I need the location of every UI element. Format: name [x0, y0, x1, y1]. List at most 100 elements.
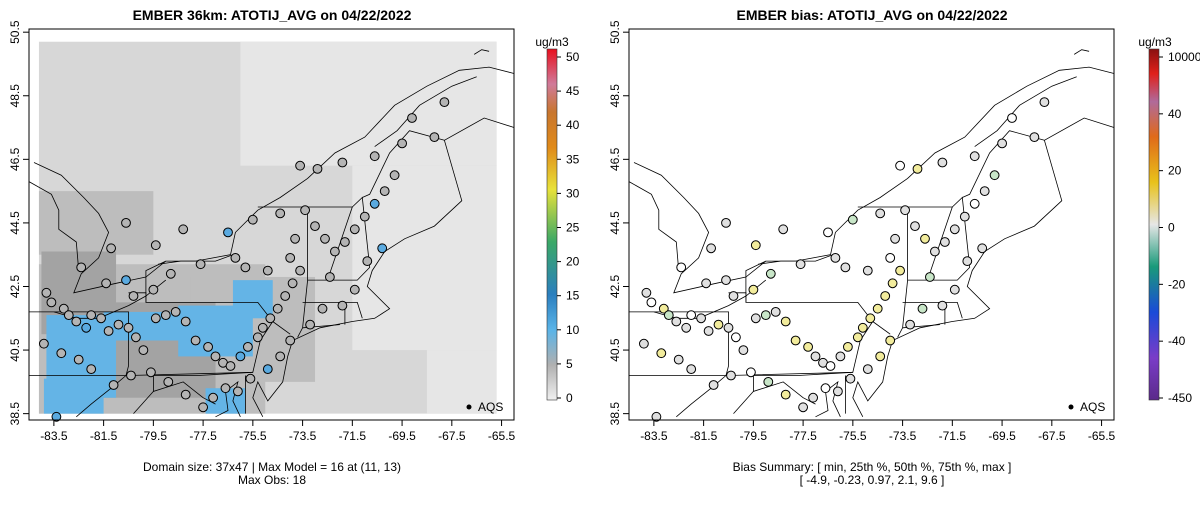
x-tick-label: -79.5	[740, 429, 768, 443]
aqs-observation-point	[150, 240, 161, 251]
x-tick-label: -65.5	[488, 429, 516, 443]
coastline	[374, 76, 477, 147]
left-map	[28, 41, 515, 422]
right-colorbar-unit: ug/m3	[1138, 35, 1172, 49]
aqs-bias-point	[885, 253, 896, 263]
aqs-bias-point	[920, 233, 930, 244]
aqs-observation-point	[389, 170, 400, 181]
aqs-bias-point	[708, 380, 719, 390]
colorbar-tick-label: 40	[566, 118, 580, 132]
aqs-observation-point	[180, 316, 191, 327]
aqs-observation-point	[138, 345, 149, 356]
right-map	[628, 49, 1115, 422]
aqs-bias-point	[857, 322, 868, 333]
aqs-observation-point	[337, 300, 348, 311]
x-tick-label: -81.5	[90, 429, 118, 443]
aqs-bias-point	[765, 268, 776, 279]
aqs-bias-point	[778, 224, 789, 235]
right-title: EMBER bias: ATOTIJ_AVG on 04/22/2022	[736, 7, 1007, 23]
colorbar-tick-label: 20	[1168, 164, 1182, 178]
aqs-observation-point	[160, 310, 171, 321]
aqs-observation-point	[245, 373, 256, 384]
aqs-observation-point	[369, 198, 380, 209]
aqs-observation-point	[272, 303, 283, 314]
colorbar-tick-label: 5	[566, 357, 573, 371]
aqs-bias-point	[658, 303, 669, 314]
right-legend-label: AQS	[1080, 400, 1105, 414]
aqs-observation-point	[121, 218, 131, 228]
aqs-observation-point	[81, 322, 92, 333]
x-tick-label: -79.5	[140, 429, 168, 443]
aqs-bias-point	[738, 345, 749, 356]
colorbar-tick-label: -40	[1168, 334, 1186, 348]
left-colorbar	[546, 48, 558, 401]
aqs-bias-point	[885, 335, 896, 346]
state-boundary	[745, 260, 766, 303]
aqs-bias-point	[862, 265, 873, 276]
aqs-bias-point	[900, 205, 910, 216]
colorbar-tick-label: 20	[566, 255, 580, 269]
aqs-observation-point	[397, 138, 408, 149]
state-boundary	[133, 391, 154, 414]
model-field-low	[426, 350, 497, 414]
x-tick-label: -69.5	[388, 429, 416, 443]
aqs-observation-point	[146, 367, 156, 378]
aqs-observation-point	[195, 259, 206, 270]
aqs-bias-point	[969, 198, 980, 209]
y-tick-label: 44.5	[608, 211, 622, 235]
aqs-bias-point	[763, 377, 774, 387]
aqs-bias-point	[681, 322, 692, 333]
aqs-observation-point	[46, 297, 57, 308]
aqs-observation-point	[131, 332, 141, 343]
right-x-axis: -83.5 -81.5 -79.5 -77.5 -75.5 -73.5 -71.5 -69.5…	[640, 420, 1116, 443]
state-boundary	[76, 375, 127, 418]
island-outline	[1073, 49, 1090, 55]
colorbar-tick-label: 35	[566, 152, 580, 166]
aqs-bias-point	[641, 287, 652, 298]
aqs-observation-point	[337, 157, 348, 168]
aqs-observation-point	[275, 208, 286, 219]
aqs-bias-point	[977, 243, 988, 254]
aqs-bias-point	[798, 402, 808, 413]
aqs-bias-point	[912, 164, 923, 174]
aqs-observation-point	[230, 253, 241, 263]
aqs-observation-point	[58, 303, 69, 314]
aqs-bias-point	[656, 348, 667, 359]
aqs-observation-point	[180, 389, 191, 400]
aqs-observation-point	[310, 221, 320, 232]
aqs-bias-point	[721, 275, 731, 286]
aqs-observation-point	[262, 265, 273, 276]
aqs-bias-point	[795, 259, 806, 270]
state-boundary	[29, 311, 129, 376]
aqs-observation-point	[170, 307, 181, 317]
aqs-observation-point	[190, 335, 201, 346]
aqs-observation-point	[285, 253, 296, 263]
left-footer-line2: Max Obs: 18	[238, 473, 306, 487]
state-boundary	[907, 206, 953, 281]
colorbar-tick-label: 50	[566, 50, 580, 64]
aqs-observation-point	[113, 319, 124, 330]
aqs-bias-point	[997, 138, 1007, 149]
left-panel: EMBER 36km: ATOTIJ_AVG on 04/22/2022 -83…	[8, 7, 580, 487]
aqs-bias-point	[843, 342, 853, 352]
aqs-bias-point	[703, 326, 714, 336]
aqs-bias-point	[701, 278, 711, 289]
aqs-observation-point	[71, 316, 82, 327]
aqs-bias-point	[721, 218, 731, 228]
aqs-bias-point	[865, 313, 876, 324]
aqs-observation-point	[243, 342, 253, 352]
island-outline	[473, 49, 490, 55]
left-legend: AQS	[466, 400, 503, 414]
aqs-observation-point	[128, 291, 139, 301]
x-tick-label: -71.5	[339, 429, 367, 443]
aqs-bias-point	[808, 392, 818, 403]
coastline	[633, 66, 1115, 294]
state-boundary	[272, 321, 291, 335]
state-boundary	[927, 196, 971, 281]
aqs-observation-point	[223, 227, 233, 238]
aqs-observation-point	[252, 332, 263, 343]
aqs-bias-point	[845, 373, 856, 384]
aqs-observation-point	[73, 354, 84, 365]
left-colorbar-unit: ug/m3	[535, 35, 569, 49]
